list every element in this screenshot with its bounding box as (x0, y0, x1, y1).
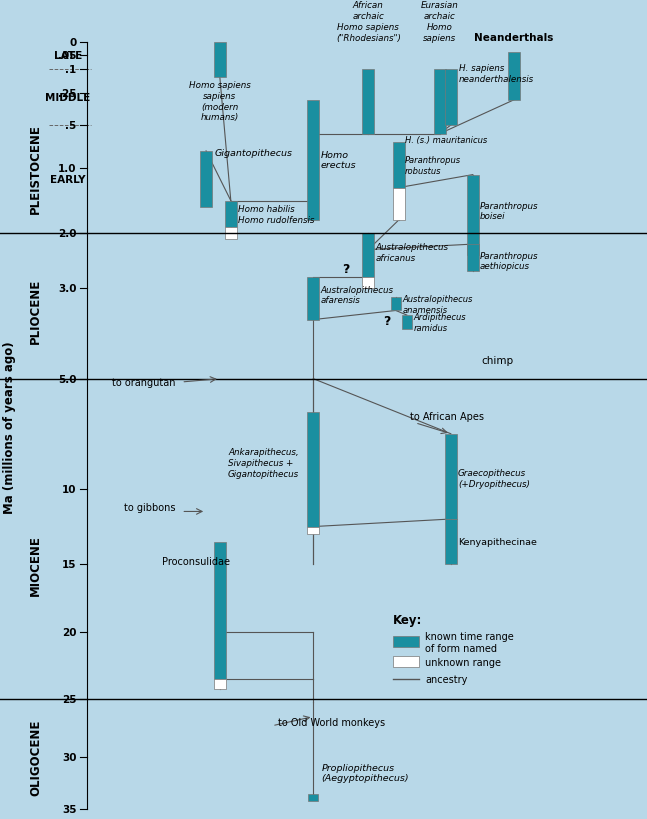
Bar (225, 228, 237, 239)
Text: Paranthropus
robustus: Paranthropus robustus (405, 156, 461, 176)
Text: Neanderthals: Neanderthals (474, 33, 554, 43)
Text: Ankarapithecus,
Sivapithecus +
Gigantopithecus: Ankarapithecus, Sivapithecus + Gigantopi… (228, 447, 299, 478)
Bar (466, 175, 479, 256)
Bar (402, 315, 411, 329)
Bar (362, 234, 375, 278)
Bar (393, 188, 404, 221)
Text: chimp: chimp (481, 356, 514, 366)
Bar (307, 101, 320, 221)
Text: MIDDLE: MIDDLE (45, 93, 91, 102)
Bar (214, 542, 226, 680)
Text: ancestry: ancestry (426, 674, 468, 685)
Text: 25: 25 (62, 695, 76, 704)
Bar (200, 152, 212, 208)
Text: Proconsulidae: Proconsulidae (162, 557, 230, 567)
Text: .05: .05 (58, 51, 76, 61)
Text: MIOCENE: MIOCENE (29, 534, 42, 595)
Text: PLEISTOCENE: PLEISTOCENE (29, 124, 42, 214)
Text: EARLY: EARLY (50, 175, 85, 185)
Bar (309, 794, 318, 801)
Text: Homo sapiens
sapiens
(modern
humans): Homo sapiens sapiens (modern humans) (189, 81, 250, 122)
Text: OLIGOCENE: OLIGOCENE (29, 719, 42, 795)
Bar (391, 297, 400, 311)
Text: H. (s.) mauritanicus: H. (s.) mauritanicus (405, 136, 487, 145)
Bar (393, 657, 419, 667)
Bar (214, 43, 226, 78)
Text: 2.0: 2.0 (58, 229, 76, 239)
Text: Gigantopithecus: Gigantopithecus (214, 149, 292, 158)
Text: Australopithecus
africanus: Australopithecus africanus (375, 243, 448, 263)
Text: 10: 10 (62, 484, 76, 494)
Bar (225, 201, 237, 228)
Text: ?: ? (383, 314, 390, 328)
Text: .25: .25 (58, 89, 76, 99)
Text: Homo habilis
Homo rudolfensis: Homo habilis Homo rudolfensis (238, 205, 314, 224)
Bar (433, 70, 446, 134)
Text: Homo
erectus: Homo erectus (320, 151, 356, 170)
Text: ?: ? (343, 263, 350, 276)
Text: 3.0: 3.0 (58, 283, 76, 293)
Text: 5.0: 5.0 (58, 374, 76, 384)
Text: Australopithecus
afarensis: Australopithecus afarensis (320, 285, 393, 305)
Text: Paranthropus
boisei: Paranthropus boisei (480, 201, 538, 221)
Text: 15: 15 (62, 559, 76, 570)
Text: to Old World monkeys: to Old World monkeys (278, 717, 385, 727)
Bar (444, 519, 457, 564)
Text: Kenyapithecinae: Kenyapithecinae (458, 537, 537, 546)
Text: Australopithecus
anamensis: Australopithecus anamensis (403, 294, 474, 314)
Bar (214, 680, 226, 689)
Text: H. sapiens
neanderthalensis: H. sapiens neanderthalensis (459, 64, 534, 84)
Text: to gibbons: to gibbons (124, 502, 176, 513)
Bar (307, 412, 320, 527)
Text: Propliopithecus
(Aegyptopithecus): Propliopithecus (Aegyptopithecus) (322, 762, 409, 782)
Text: African
archaic
Homo sapiens
("Rhodesians"): African archaic Homo sapiens ("Rhodesian… (336, 2, 400, 43)
Text: 1.0: 1.0 (58, 164, 76, 174)
Text: Key:: Key: (393, 613, 422, 626)
Text: to orangutan: to orangutan (113, 378, 176, 387)
Text: Paranthropus
aethiopicus: Paranthropus aethiopicus (480, 251, 538, 271)
Text: to African Apes: to African Apes (410, 412, 483, 422)
Bar (362, 70, 375, 134)
Bar (508, 53, 520, 101)
Text: 20: 20 (62, 627, 76, 637)
Text: .5: .5 (65, 121, 76, 131)
Text: 35: 35 (62, 804, 76, 814)
Bar (444, 70, 457, 126)
Bar (393, 636, 419, 647)
Text: Graecopithecus
(+Dryopithecus): Graecopithecus (+Dryopithecus) (458, 468, 530, 488)
Text: LATE: LATE (54, 51, 82, 61)
Bar (393, 143, 404, 188)
Text: known time range
of form named: known time range of form named (426, 631, 514, 653)
Text: 30: 30 (62, 752, 76, 762)
Bar (466, 245, 479, 272)
Text: Ma (millions of years ago): Ma (millions of years ago) (3, 341, 16, 514)
Bar (444, 434, 457, 519)
Text: unknown range: unknown range (426, 657, 501, 667)
Text: PLIOCENE: PLIOCENE (29, 278, 42, 344)
Bar (362, 278, 375, 288)
Bar (307, 527, 320, 535)
Bar (307, 278, 320, 320)
Text: Ardipithecus
ramidus: Ardipithecus ramidus (414, 313, 466, 333)
Text: Eurasian
archaic
Homo
sapiens: Eurasian archaic Homo sapiens (421, 2, 459, 43)
Text: .1: .1 (65, 65, 76, 75)
Text: 0: 0 (69, 38, 76, 48)
